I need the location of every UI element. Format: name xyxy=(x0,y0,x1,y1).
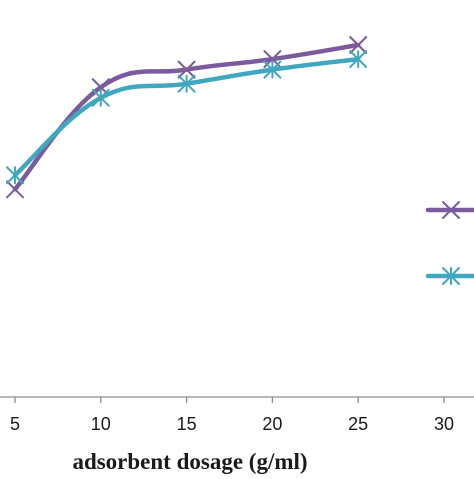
legend-entry-2 xyxy=(425,267,474,285)
x-tick-label-20: 20 xyxy=(262,414,282,434)
series-2-point-x10 xyxy=(91,88,110,107)
series-1-point-x15 xyxy=(177,60,196,79)
series-1 xyxy=(6,36,368,199)
x-tick-label-15: 15 xyxy=(177,414,197,434)
series-1-point-x25 xyxy=(349,36,368,54)
legend-swatch-marker-1 xyxy=(442,201,460,219)
x-tick-label-30: 30 xyxy=(434,414,454,434)
series-2-point-x20 xyxy=(263,60,282,79)
legend xyxy=(425,201,474,285)
x-tick-label-25: 25 xyxy=(348,414,368,434)
series-2 xyxy=(6,50,368,185)
x-tick-label-10: 10 xyxy=(91,414,111,434)
axis-layer: 5 10 15 20 25 30 xyxy=(0,396,474,434)
x-tick-label-5: 5 xyxy=(10,414,20,434)
series-1-point-x5 xyxy=(6,180,24,199)
legend-swatch-marker-2 xyxy=(442,267,460,285)
series-2-point-x15 xyxy=(177,74,196,93)
series-2-point-x25 xyxy=(349,50,368,69)
legend-entry-1 xyxy=(425,201,474,219)
series-2-point-x5 xyxy=(6,166,24,185)
x-axis-title: adsorbent dosage (g/ml) xyxy=(72,449,307,474)
series-layer xyxy=(6,36,368,199)
